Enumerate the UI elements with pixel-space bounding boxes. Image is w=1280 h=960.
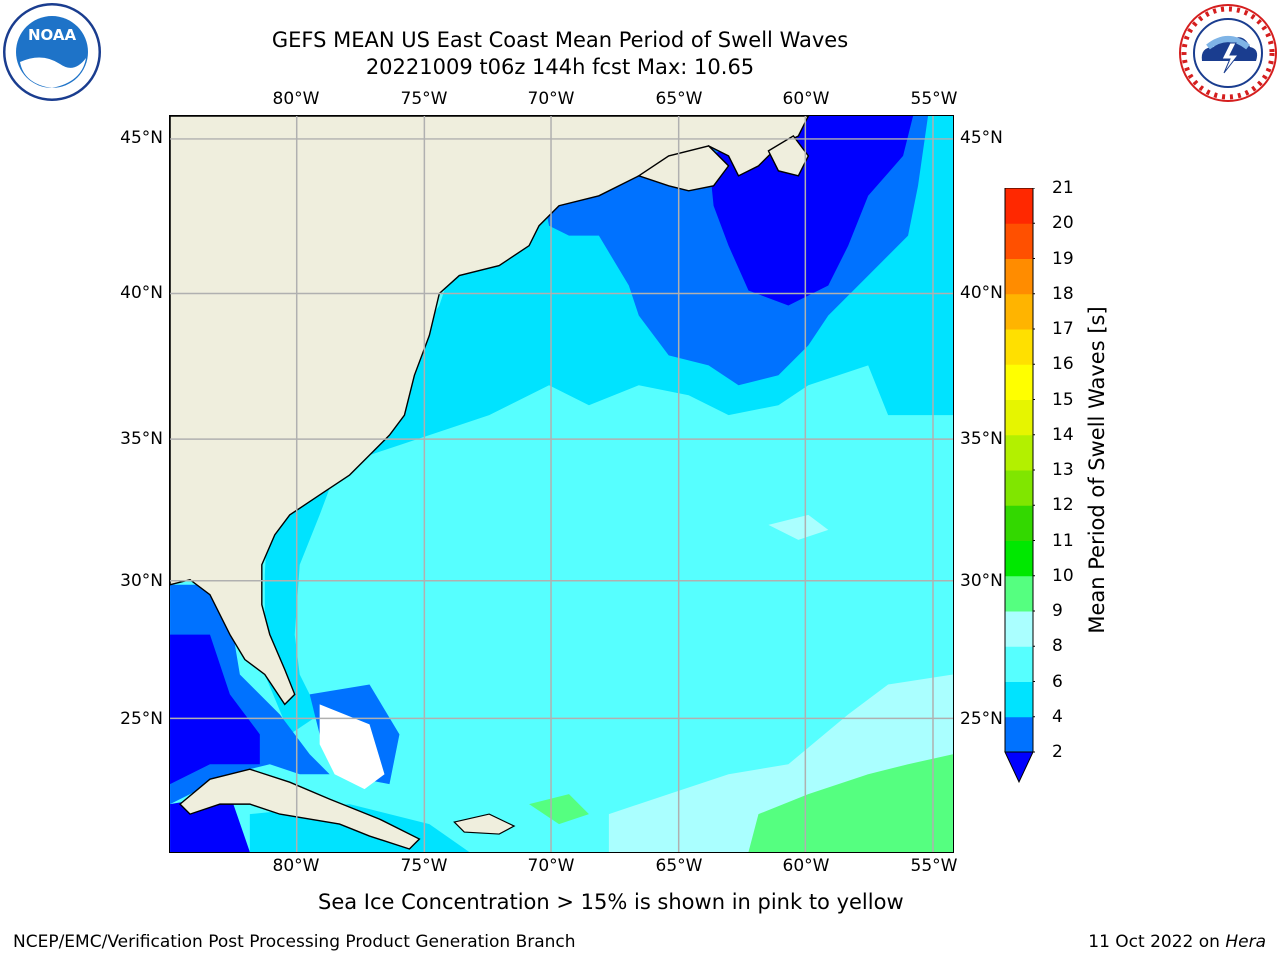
colorbar-tick-18: 18: [1052, 283, 1074, 304]
colorbar-tick-13: 13: [1052, 460, 1074, 480]
colorbar-tick-10: 10: [1052, 565, 1074, 586]
lat-tick-left-40n: 40°N: [120, 283, 163, 303]
colorbar-segment-12-13: [1005, 470, 1033, 506]
colorbar-tick-15: 15: [1052, 389, 1074, 410]
colorbar-tick-14: 14: [1052, 424, 1074, 445]
chart-title: GEFS MEAN US East Coast Mean Period of S…: [271, 28, 849, 52]
lat-tick-left-35n: 35°N: [120, 429, 163, 449]
colorbar-label: Mean Period of Swell Waves [s]: [1085, 306, 1109, 634]
lon-tick-bottom-60w: 60°W: [782, 856, 830, 876]
land-nova-scotia: [637, 145, 730, 192]
colorbar-under-extension: [1004, 751, 1034, 784]
ocean-9-10s-region: [748, 754, 953, 852]
ocean-under-2s-gulf: [170, 634, 260, 785]
lon-tick-top-55w: 55°W: [910, 89, 958, 109]
land-bahamas-bank: [319, 704, 385, 790]
ocean-8-9s-patch: [768, 514, 829, 540]
colorbar-segment-14-15: [1005, 399, 1033, 436]
ocean-9-10s-patch: [529, 794, 589, 825]
colorbar-segment-19-20: [1005, 223, 1033, 259]
lon-tick-bottom-75w: 75°W: [400, 856, 448, 876]
footer-host: Hera: [1225, 932, 1266, 952]
colorbar-tick-16: 16: [1052, 354, 1074, 375]
colorbar-segment-15-16: [1005, 364, 1033, 400]
colorbar-tick-4: 4: [1052, 706, 1063, 727]
land-cuba: [179, 768, 421, 850]
lat-tick-left-45n: 45°N: [120, 128, 163, 148]
map-gridlines: [170, 116, 953, 852]
colorbar-segment-11-12: [1005, 505, 1033, 541]
colorbar-segment-6-8: [1005, 646, 1033, 682]
colorbar-tick-19: 19: [1052, 248, 1074, 269]
colorbar-tick-6: 6: [1052, 671, 1063, 692]
colorbar-tick-20: 20: [1052, 213, 1074, 234]
lat-tick-right-25n: 25°N: [960, 709, 1003, 729]
lat-tick-right-30n: 30°N: [960, 571, 1003, 591]
lat-tick-left-25n: 25°N: [120, 709, 163, 729]
colorbar-tick-2: 2: [1052, 742, 1063, 762]
footer-date: 11 Oct 2022 on Hera: [1088, 932, 1266, 952]
lon-tick-top-70w: 70°W: [527, 89, 575, 109]
lon-tick-top-80w: 80°W: [272, 89, 320, 109]
lon-tick-bottom-65w: 65°W: [655, 856, 703, 876]
lon-tick-bottom-80w: 80°W: [272, 856, 320, 876]
colorbar-tick-21: 21: [1052, 178, 1074, 198]
noaa-logo-text: NOAA: [28, 26, 77, 44]
sea-ice-note: Sea Ice Concentration > 15% is shown in …: [318, 890, 904, 914]
lon-tick-bottom-70w: 70°W: [527, 856, 575, 876]
chart-subtitle: 20221009 t06z 144h fcst Max: 10.65: [365, 55, 755, 79]
colorbar-tick-12: 12: [1052, 495, 1074, 516]
colorbar-segment-9-10: [1005, 575, 1033, 612]
colorbar-tick-17: 17: [1052, 319, 1074, 339]
land-north-america: [170, 116, 810, 706]
lon-tick-top-65w: 65°W: [655, 89, 703, 109]
land-hispaniola: [453, 813, 516, 835]
colorbar-segment-16-17: [1005, 329, 1033, 365]
lat-tick-left-30n: 30°N: [120, 571, 163, 591]
lon-tick-top-60w: 60°W: [782, 89, 830, 109]
national-weather-service-logo: [1179, 4, 1277, 102]
colorbar-tick-11: 11: [1052, 530, 1074, 551]
footer-credit: NCEP/EMC/Verification Post Processing Pr…: [13, 932, 576, 952]
colorbar-segment-4-6: [1005, 681, 1033, 718]
swell-period-map: [169, 115, 954, 853]
lat-tick-right-35n: 35°N: [960, 429, 1003, 449]
lon-tick-top-75w: 75°W: [400, 89, 448, 109]
colorbar-segment-18-19: [1005, 258, 1033, 295]
lat-tick-right-40n: 40°N: [960, 283, 1003, 303]
colorbar: [1004, 188, 1035, 784]
colorbar-tick-9: 9: [1052, 601, 1063, 621]
colorbar-segment-20-21: [1005, 188, 1033, 224]
colorbar-segment-13-14: [1005, 434, 1033, 471]
colorbar-segment-2-4: [1005, 716, 1033, 753]
noaa-logo: NOAA: [3, 3, 101, 101]
lon-tick-bottom-55w: 55°W: [910, 856, 958, 876]
lat-tick-right-45n: 45°N: [960, 128, 1003, 148]
colorbar-segment-10-11: [1005, 540, 1033, 577]
colorbar-segment-17-18: [1005, 293, 1033, 330]
colorbar-segment-8-9: [1005, 611, 1033, 647]
colorbar-tick-8: 8: [1052, 636, 1063, 657]
footer-date-text: 11 Oct 2022 on: [1088, 932, 1226, 952]
